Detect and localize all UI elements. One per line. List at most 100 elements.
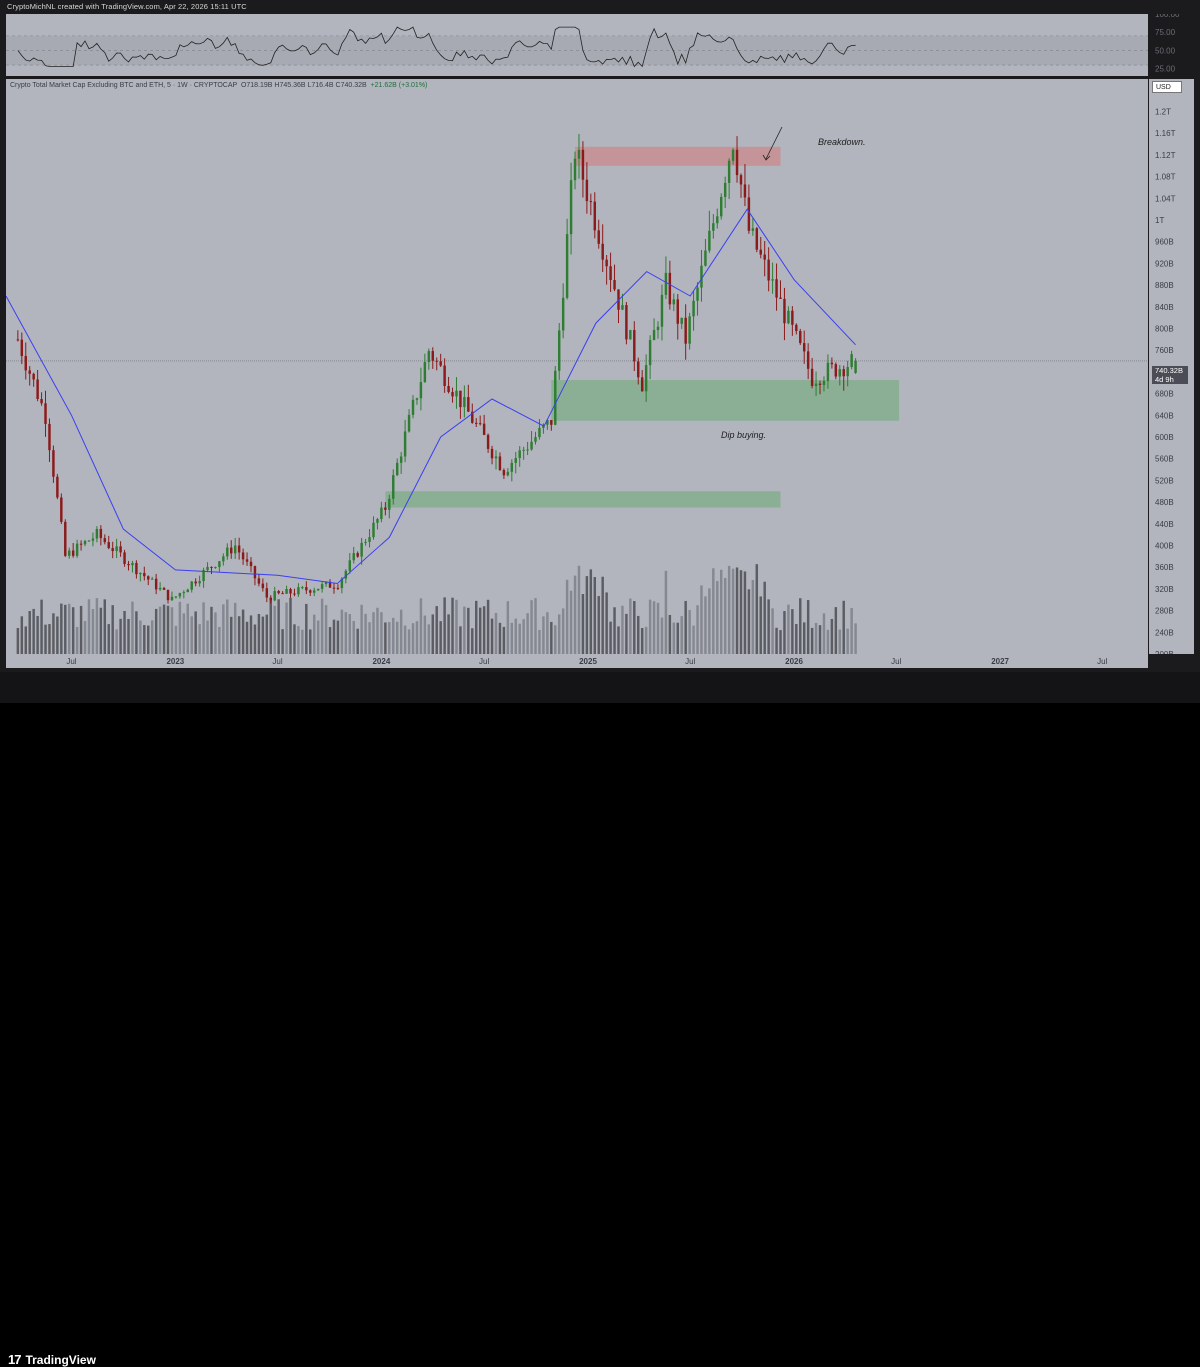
time-tick-label: 2024 — [372, 657, 390, 666]
candle-body — [135, 562, 138, 575]
time-tick-label: 2025 — [579, 657, 597, 666]
candle-body — [384, 507, 387, 510]
price-tick-label: 680B — [1155, 390, 1174, 399]
volume-bar — [648, 599, 652, 654]
tradingview-logo[interactable]: 17 TradingView — [8, 1352, 96, 1367]
candle-body — [150, 578, 154, 580]
volume-bar — [289, 597, 292, 654]
time-axis[interactable]: Jul 2023 Jul 2024 Jul 2025 Jul 2026 Jul 2027 Jul — [6, 654, 1148, 668]
volume-bar — [601, 576, 604, 654]
candle-body — [660, 294, 664, 327]
volume-bar — [633, 601, 636, 654]
volume-bar — [376, 607, 379, 654]
volume-bar — [478, 607, 482, 654]
volume-bar — [332, 619, 336, 654]
author-line: CryptoMichNL created with TradingView.co… — [7, 2, 247, 11]
candle-body — [431, 351, 434, 361]
candle-body — [186, 589, 189, 593]
volume-bar — [838, 629, 842, 654]
candle-body — [131, 562, 134, 566]
candle-body — [810, 368, 814, 386]
candle-body — [530, 441, 533, 450]
volume-bar — [198, 624, 201, 654]
volume-bar — [52, 613, 55, 654]
candle-body — [154, 578, 158, 590]
candle-body — [107, 542, 110, 549]
price-tick-label: 560B — [1155, 455, 1174, 464]
candle-body — [24, 356, 27, 371]
price-tick-label: 920B — [1155, 259, 1174, 268]
candle-body — [312, 590, 316, 593]
candle-body — [64, 521, 67, 556]
candle-body — [783, 298, 786, 324]
candle-body — [672, 299, 676, 305]
volume-bar — [218, 626, 221, 654]
price-tick-label: 480B — [1155, 498, 1174, 507]
volume-bar — [431, 614, 434, 654]
candle-body — [498, 456, 502, 471]
volume-bar — [676, 622, 679, 654]
volume-bar — [688, 610, 691, 654]
volume-bar — [605, 592, 608, 654]
candle-body — [52, 450, 55, 477]
candle-body — [305, 587, 308, 591]
candle-body — [664, 272, 668, 295]
price-tick-label: 960B — [1155, 238, 1174, 247]
volume-bar — [154, 608, 158, 654]
candle-body — [67, 550, 71, 556]
volume-bar — [87, 599, 91, 654]
time-tick-label: Jul — [66, 657, 76, 666]
symbol-title: Crypto Total Market Cap Excluding BTC an… — [10, 82, 238, 89]
candle-body — [826, 362, 830, 382]
candle-body — [20, 339, 24, 357]
volume-bar — [850, 608, 853, 654]
volume-bar — [771, 608, 774, 654]
candle-body — [210, 566, 213, 568]
volume-bar — [135, 611, 138, 654]
candle-body — [332, 587, 336, 589]
candle-body — [269, 597, 272, 601]
candle-body — [344, 570, 348, 579]
price-pane[interactable] — [5, 79, 1148, 654]
candle-body — [573, 158, 577, 181]
candle-body — [388, 498, 391, 510]
candle-body — [577, 149, 581, 159]
volume-bar — [64, 604, 67, 654]
volume-bar — [534, 598, 537, 654]
volume-bar — [222, 604, 225, 654]
candle-body — [597, 230, 600, 244]
volume-bar — [684, 600, 687, 654]
candle-body — [395, 462, 399, 476]
candle-body — [467, 397, 470, 412]
candle-body — [328, 581, 332, 588]
volume-bar — [447, 614, 450, 654]
price-tick-label: 800B — [1155, 325, 1174, 334]
candle-body — [605, 259, 608, 267]
price-tick-label: 840B — [1155, 303, 1174, 312]
currency-button[interactable]: USD — [1152, 81, 1182, 93]
change-value: +21.62B (+3.01%) — [370, 82, 428, 89]
volume-bar — [427, 624, 431, 654]
candle-body — [723, 182, 727, 197]
volume-bar — [557, 614, 561, 654]
volume-bar — [309, 629, 312, 654]
candle-body — [759, 249, 762, 255]
volume-bar — [186, 603, 189, 654]
volume-bar — [48, 624, 51, 654]
volume-bar — [253, 624, 257, 654]
price-tick-label: 760B — [1155, 346, 1174, 355]
candle-body — [297, 587, 300, 595]
candle-body — [640, 377, 644, 392]
rsi-pane[interactable] — [6, 14, 1148, 76]
volume-bar — [206, 620, 209, 654]
candle-body — [795, 324, 798, 332]
candle-body — [755, 228, 759, 250]
volume-bar — [735, 567, 739, 654]
volume-bar — [230, 616, 233, 654]
candle-body — [111, 548, 114, 552]
volume-bar — [237, 616, 241, 654]
candle-body — [277, 591, 280, 594]
candle-body — [166, 589, 170, 601]
candle-body — [676, 299, 679, 324]
